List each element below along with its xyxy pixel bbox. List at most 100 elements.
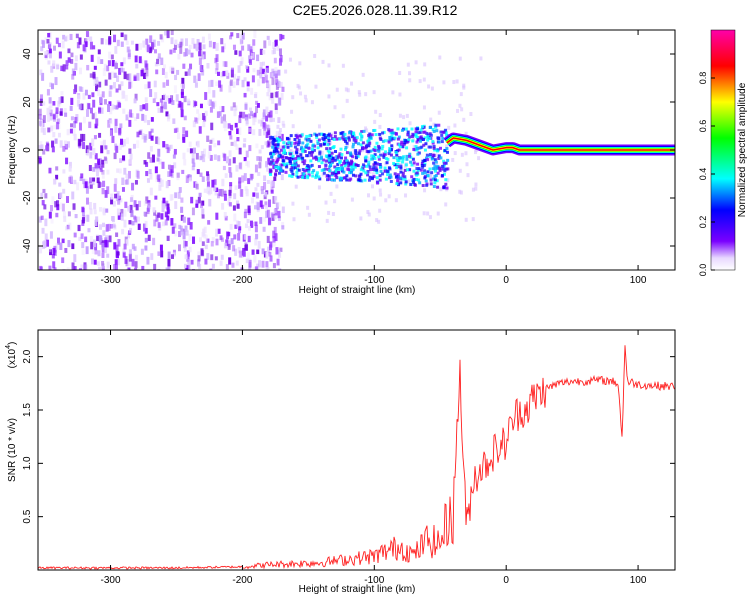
- heatmap-cell: [351, 131, 355, 135]
- heatmap-cell: [229, 79, 233, 86]
- heatmap-cell: [349, 152, 353, 156]
- heatmap-cell: [317, 159, 321, 163]
- heatmap-cell: [48, 97, 52, 104]
- heatmap-cell: [275, 137, 279, 141]
- heatmap-cell: [47, 32, 51, 38]
- heatmap-cell: [377, 157, 381, 161]
- heatmap-cell: [434, 123, 438, 127]
- heatmap-cell: [203, 233, 207, 239]
- heatmap-cell: [202, 154, 206, 163]
- heatmap-cell: [435, 129, 439, 133]
- heatmap-cell: [344, 136, 348, 140]
- heatmap-cell: [64, 36, 68, 42]
- heatmap-cell: [159, 34, 163, 40]
- heatmap-cell: [317, 185, 321, 190]
- heatmap-cell: [273, 226, 277, 235]
- heatmap-cell: [44, 218, 48, 227]
- heatmap-cell: [120, 81, 124, 87]
- heatmap-cell: [143, 211, 147, 217]
- heatmap-cell: [241, 79, 245, 88]
- heatmap-cell: [273, 209, 277, 214]
- heatmap-cell: [41, 72, 45, 81]
- heatmap-cell: [191, 165, 195, 171]
- heatmap-cell: [102, 139, 106, 148]
- heatmap-cell: [373, 145, 377, 149]
- heatmap-cell: [474, 182, 478, 187]
- heatmap-cell: [404, 180, 408, 184]
- heatmap-cell: [115, 232, 119, 237]
- heatmap-cell: [377, 146, 381, 150]
- heatmap-cell: [209, 107, 213, 113]
- heatmap-cell: [89, 151, 93, 159]
- heatmap-cell: [111, 103, 115, 111]
- heatmap-cell: [122, 57, 126, 65]
- heatmap-cell: [384, 169, 388, 173]
- heatmap-cell: [51, 146, 55, 153]
- heatmap-cell: [258, 161, 262, 168]
- heatmap-cell: [135, 43, 139, 51]
- heatmap-cell: [220, 72, 224, 78]
- heatmap-cell: [153, 263, 157, 270]
- heatmap-cell: [396, 176, 400, 180]
- heatmap-cell: [243, 234, 247, 240]
- heatmap-cell: [135, 204, 139, 211]
- heatmap-cell: [120, 208, 124, 217]
- heatmap-cell: [361, 167, 365, 171]
- heatmap-cell: [53, 178, 57, 185]
- heatmap-cell: [197, 251, 201, 260]
- heatmap-cell: [271, 140, 275, 144]
- heatmap-cell: [366, 173, 370, 177]
- heatmap-cell: [198, 57, 202, 65]
- heatmap-cell: [330, 151, 334, 155]
- heatmap-cell: [184, 225, 188, 233]
- heatmap-cell: [431, 177, 435, 181]
- heatmap-cell: [243, 77, 247, 82]
- heatmap-cell: [260, 189, 264, 195]
- heatmap-cell: [206, 238, 210, 243]
- heatmap-cell: [195, 203, 199, 208]
- heatmap-cell: [82, 141, 86, 150]
- heatmap-cell: [345, 98, 349, 103]
- heatmap-cell: [296, 154, 300, 158]
- heatmap-cell: [115, 193, 119, 202]
- heatmap-cell: [101, 171, 105, 179]
- heatmap-cell: [442, 186, 446, 190]
- heatmap-cell: [120, 67, 124, 73]
- heatmap-cell: [431, 127, 435, 131]
- heatmap-cell: [112, 82, 116, 89]
- heatmap-cell: [272, 240, 276, 247]
- heatmap-cell: [80, 103, 84, 111]
- heatmap-cell: [397, 135, 401, 139]
- heatmap-cell: [100, 145, 104, 154]
- heatmap-cell: [320, 168, 324, 172]
- heatmap-cell: [265, 251, 269, 259]
- heatmap-cell: [223, 211, 227, 218]
- heatmap-cell: [154, 92, 158, 99]
- heatmap-cell: [399, 181, 403, 185]
- heatmap-cell: [307, 134, 311, 138]
- snr-panel: -300 -200 -100 0 100 0.51.01.52.0 Height of …: [5, 329, 676, 595]
- heatmap-cell: [426, 158, 430, 162]
- heatmap-cell: [109, 119, 113, 125]
- heatmap-cell: [63, 140, 67, 148]
- heatmap-cell: [244, 223, 248, 229]
- heatmap-cell: [398, 113, 402, 118]
- heatmap-cell: [344, 145, 348, 149]
- heatmap-cell: [93, 259, 97, 265]
- heatmap-cell: [219, 260, 223, 266]
- heatmap-cell: [176, 172, 180, 178]
- heatmap-cell: [121, 187, 125, 192]
- heatmap-cell: [104, 157, 108, 164]
- heatmap-cell: [271, 42, 275, 50]
- heatmap-cell: [477, 156, 481, 161]
- heatmap-cell: [206, 185, 210, 194]
- heatmap-cell: [308, 151, 312, 155]
- heatmap-cell: [187, 49, 191, 55]
- heatmap-cell: [164, 30, 168, 36]
- heatmap-cell: [158, 158, 162, 165]
- heatmap-cell: [228, 131, 232, 136]
- heatmap-cell: [269, 136, 273, 140]
- heatmap-cell: [238, 181, 242, 189]
- heatmap-cell: [333, 131, 337, 135]
- heatmap-cell: [259, 200, 263, 208]
